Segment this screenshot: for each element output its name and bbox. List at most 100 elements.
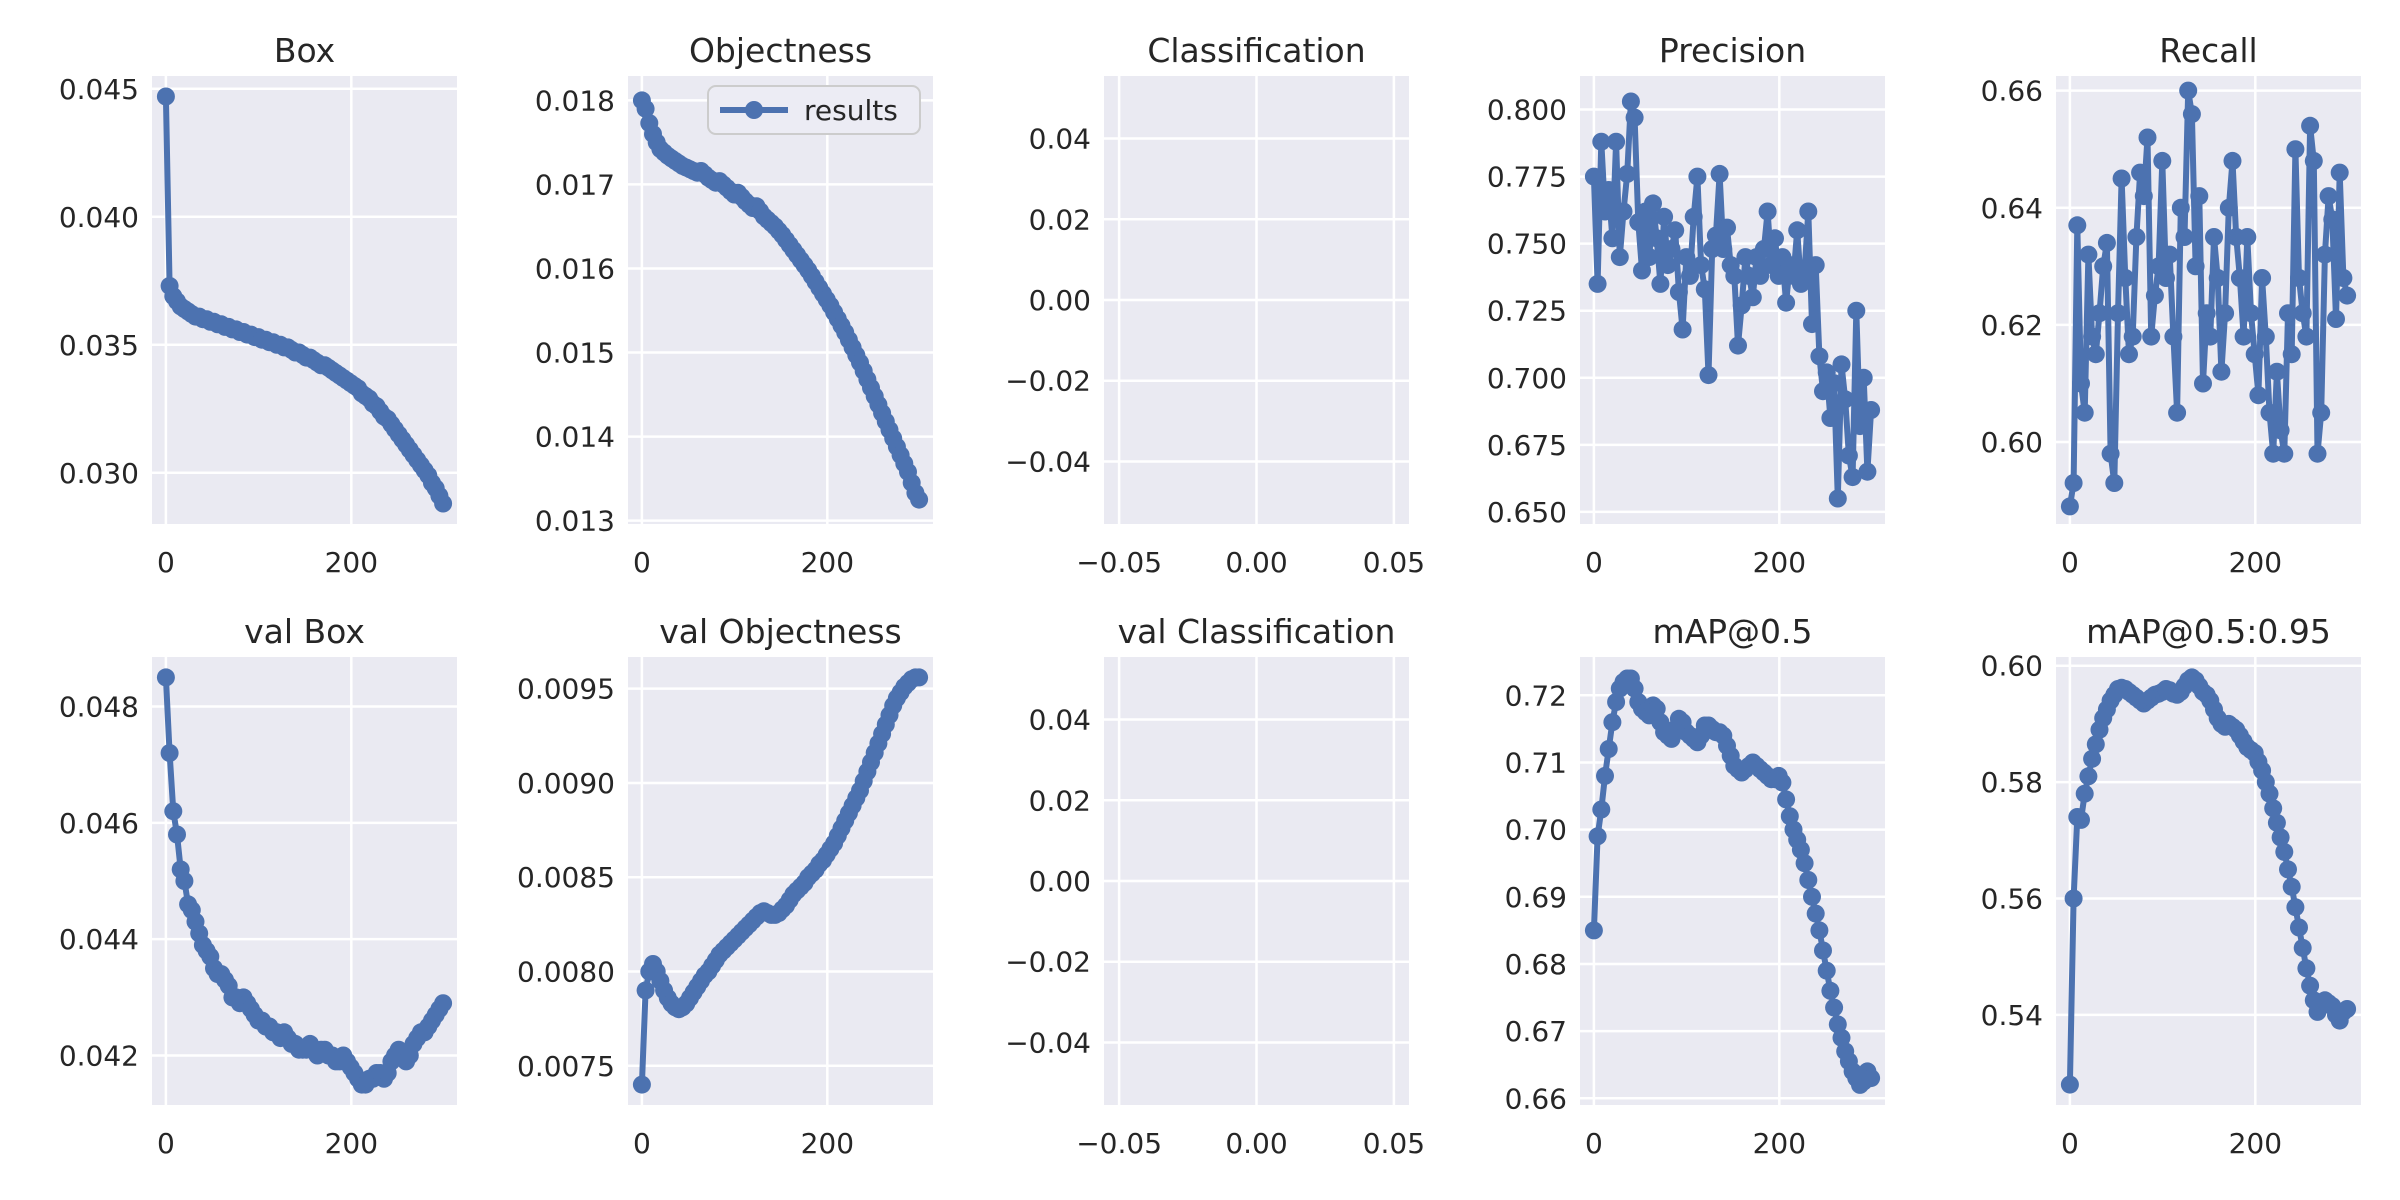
tick-labels: 0.04 0.02 0.00 −0.02 −0.04 −0.05 0.00 0.05 bbox=[1005, 704, 1425, 1160]
svg-text:0.69: 0.69 bbox=[1505, 881, 1567, 914]
svg-text:0.0085: 0.0085 bbox=[517, 861, 615, 894]
series-results bbox=[156, 87, 453, 513]
gridlines bbox=[152, 76, 457, 524]
svg-text:0.00: 0.00 bbox=[1225, 546, 1287, 579]
svg-text:0: 0 bbox=[1585, 546, 1603, 579]
svg-text:0.02: 0.02 bbox=[1029, 784, 1091, 817]
svg-text:0.013: 0.013 bbox=[535, 505, 615, 538]
plot-panel bbox=[152, 657, 457, 1105]
svg-text:0.675: 0.675 bbox=[1487, 429, 1567, 462]
tick-labels: 0.018 0.017 0.016 0.015 0.014 0.013 0 200 bbox=[535, 84, 854, 579]
svg-text:200: 200 bbox=[2229, 1127, 2282, 1160]
subplot-title: Recall bbox=[2159, 31, 2257, 70]
svg-text:−0.05: −0.05 bbox=[1076, 546, 1162, 579]
gridlines bbox=[1580, 76, 1885, 524]
plot-panel bbox=[2056, 657, 2361, 1105]
svg-text:0.018: 0.018 bbox=[535, 84, 615, 117]
svg-text:0.750: 0.750 bbox=[1487, 228, 1567, 261]
series-results bbox=[2060, 81, 2357, 516]
subplot-title: mAP@0.5:0.95 bbox=[2086, 612, 2331, 651]
svg-text:0.62: 0.62 bbox=[1981, 309, 2043, 342]
svg-text:0.045: 0.045 bbox=[59, 73, 139, 106]
series-results bbox=[632, 91, 929, 509]
svg-text:0.042: 0.042 bbox=[59, 1040, 139, 1073]
svg-text:200: 200 bbox=[801, 546, 854, 579]
svg-text:0.015: 0.015 bbox=[535, 337, 615, 370]
tick-labels: 0.800 0.775 0.750 0.725 0.700 0.675 0.650 0 200 bbox=[1487, 94, 1806, 579]
svg-text:0.014: 0.014 bbox=[535, 421, 615, 454]
svg-text:0.71: 0.71 bbox=[1505, 746, 1567, 779]
svg-text:0.05: 0.05 bbox=[1363, 546, 1425, 579]
svg-text:0.05: 0.05 bbox=[1363, 1127, 1425, 1160]
plot-panel bbox=[1104, 76, 1409, 524]
svg-text:0.56: 0.56 bbox=[1981, 882, 2043, 915]
tick-labels: 0.0095 0.0090 0.0085 0.0080 0.0075 0 200 bbox=[517, 673, 854, 1160]
plot-panel bbox=[628, 76, 933, 524]
plot-panel bbox=[1580, 657, 1885, 1105]
svg-text:0.04: 0.04 bbox=[1029, 704, 1091, 737]
svg-text:−0.04: −0.04 bbox=[1005, 445, 1091, 478]
svg-text:0.016: 0.016 bbox=[535, 252, 615, 285]
svg-text:0.02: 0.02 bbox=[1029, 203, 1091, 236]
svg-text:−0.02: −0.02 bbox=[1005, 365, 1091, 398]
svg-text:0: 0 bbox=[633, 546, 651, 579]
svg-text:200: 200 bbox=[1753, 546, 1806, 579]
svg-text:0.66: 0.66 bbox=[1981, 75, 2043, 108]
svg-text:0.00: 0.00 bbox=[1029, 865, 1091, 898]
svg-text:0: 0 bbox=[2061, 1127, 2079, 1160]
subplot-title: val Objectness bbox=[659, 612, 902, 651]
subplot-title: Objectness bbox=[689, 31, 872, 70]
svg-text:0.58: 0.58 bbox=[1981, 766, 2043, 799]
svg-text:0: 0 bbox=[157, 546, 175, 579]
plot-panel bbox=[152, 76, 457, 524]
svg-text:0.66: 0.66 bbox=[1505, 1082, 1567, 1115]
gridlines bbox=[1580, 657, 1885, 1105]
svg-text:0.725: 0.725 bbox=[1487, 295, 1567, 328]
svg-text:0: 0 bbox=[1585, 1127, 1603, 1160]
legend-label: results bbox=[804, 94, 898, 127]
svg-text:0.70: 0.70 bbox=[1505, 814, 1567, 847]
svg-text:0.030: 0.030 bbox=[59, 457, 139, 490]
svg-text:0.72: 0.72 bbox=[1505, 679, 1567, 712]
plot-panel bbox=[2056, 76, 2361, 524]
tick-labels: 0.72 0.71 0.70 0.69 0.68 0.67 0.66 0 200 bbox=[1505, 679, 1806, 1160]
subplot-title: val Box bbox=[244, 612, 365, 651]
svg-text:0.046: 0.046 bbox=[59, 807, 139, 840]
gridlines bbox=[628, 76, 933, 524]
svg-text:0.040: 0.040 bbox=[59, 201, 139, 234]
svg-text:200: 200 bbox=[1753, 1127, 1806, 1160]
svg-text:0.800: 0.800 bbox=[1487, 94, 1567, 127]
plot-panel bbox=[1104, 657, 1409, 1105]
svg-text:0.00: 0.00 bbox=[1225, 1127, 1287, 1160]
plot-panel bbox=[628, 657, 933, 1105]
series-results bbox=[1584, 92, 1881, 508]
tick-labels: 0.04 0.02 0.00 −0.02 −0.04 −0.05 0.00 0.05 bbox=[1005, 123, 1425, 579]
series-results bbox=[2060, 668, 2357, 1094]
svg-text:0.0090: 0.0090 bbox=[517, 767, 615, 800]
svg-text:0.68: 0.68 bbox=[1505, 948, 1567, 981]
svg-text:200: 200 bbox=[2229, 546, 2282, 579]
svg-text:0: 0 bbox=[2061, 546, 2079, 579]
svg-text:200: 200 bbox=[325, 1127, 378, 1160]
svg-text:0.0095: 0.0095 bbox=[517, 673, 615, 706]
svg-text:200: 200 bbox=[801, 1127, 854, 1160]
subplot-title: Precision bbox=[1659, 31, 1806, 70]
svg-text:0.048: 0.048 bbox=[59, 690, 139, 723]
svg-text:0.017: 0.017 bbox=[535, 168, 615, 201]
tick-labels: 0.60 0.58 0.56 0.54 0 200 bbox=[1981, 650, 2282, 1160]
legend: results bbox=[707, 85, 921, 135]
svg-text:0.64: 0.64 bbox=[1981, 192, 2043, 225]
svg-text:0.60: 0.60 bbox=[1981, 650, 2043, 683]
svg-text:0.775: 0.775 bbox=[1487, 161, 1567, 194]
svg-text:0.0080: 0.0080 bbox=[517, 956, 615, 989]
subplot-title: val Classification bbox=[1118, 612, 1396, 651]
svg-text:0.650: 0.650 bbox=[1487, 496, 1567, 529]
series-results bbox=[156, 668, 453, 1094]
